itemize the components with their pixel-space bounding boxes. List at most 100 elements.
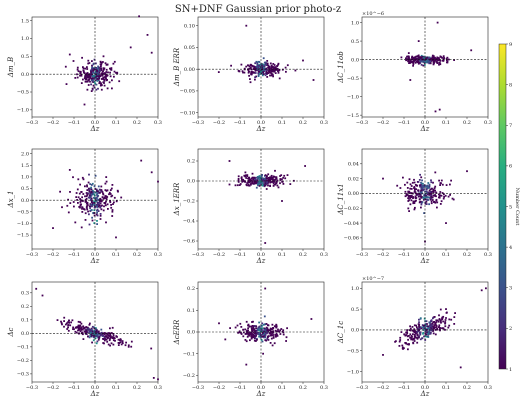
data-point [438, 62, 441, 64]
data-point [424, 330, 427, 333]
data-point [67, 198, 69, 201]
data-point [272, 177, 274, 179]
data-point [102, 342, 105, 344]
data-point [429, 332, 432, 334]
data-point [88, 329, 91, 332]
data-point [416, 331, 419, 334]
data-point [101, 196, 104, 198]
outlier-point [83, 103, 86, 106]
data-point [82, 70, 85, 73]
data-point [99, 84, 102, 87]
data-point [106, 203, 109, 206]
data-point [424, 335, 427, 338]
data-point [249, 78, 251, 80]
outlier-point [245, 24, 248, 27]
data-point [454, 312, 456, 314]
data-point [442, 197, 445, 200]
data-point [110, 187, 113, 190]
data-point [85, 195, 88, 198]
data-point [407, 59, 410, 62]
data-point [262, 71, 264, 73]
x-tick-label: 0.1 [442, 385, 450, 391]
data-point [423, 64, 426, 66]
data-point [100, 65, 102, 68]
data-point [275, 326, 278, 329]
data-point [79, 72, 82, 74]
data-point [410, 338, 413, 341]
data-point [408, 329, 411, 331]
data-point [438, 326, 440, 328]
data-point [258, 63, 261, 66]
data-point [260, 64, 263, 66]
data-point [453, 323, 456, 325]
data-point [408, 335, 410, 337]
data-point [267, 324, 270, 327]
data-point [415, 199, 417, 202]
data-point [252, 178, 254, 181]
data-point [240, 326, 243, 328]
data-point [419, 328, 421, 330]
data-point [264, 74, 267, 77]
data-point [409, 336, 411, 339]
data-point [100, 61, 102, 64]
data-point [247, 64, 250, 67]
data-point [259, 330, 262, 333]
data-point [255, 327, 257, 330]
data-point [421, 56, 423, 59]
data-point [262, 74, 264, 77]
data-point [279, 329, 281, 332]
data-point [439, 63, 442, 66]
data-point [427, 182, 430, 184]
data-point [96, 340, 99, 343]
x-tick-label: −0.1 [398, 120, 410, 126]
data-point [248, 65, 251, 68]
data-point [224, 338, 227, 341]
y-tick-label: −1.0 [347, 94, 359, 100]
outlier-point [150, 51, 153, 54]
data-point [255, 182, 257, 185]
data-point [73, 328, 75, 331]
x-tick-label: 0.3 [484, 252, 492, 258]
data-point [406, 181, 409, 184]
data-point [95, 88, 98, 91]
data-point [250, 337, 253, 339]
data-point [111, 210, 114, 213]
data-point [102, 55, 105, 58]
data-point [436, 319, 439, 322]
data-point [248, 180, 251, 182]
data-point [447, 58, 450, 61]
data-point [96, 69, 98, 71]
data-point [432, 321, 434, 324]
data-point [427, 192, 429, 195]
data-point [102, 67, 105, 70]
data-point [93, 185, 96, 188]
data-point [436, 201, 439, 204]
data-point [99, 218, 102, 220]
data-point [413, 186, 416, 188]
data-point [429, 322, 431, 324]
y-tick-label: −1.0 [347, 369, 359, 375]
data-point [270, 70, 273, 73]
data-point [421, 326, 424, 329]
data-point [424, 198, 427, 201]
data-point [418, 335, 420, 338]
x-tick-label: 0.0 [91, 385, 99, 391]
data-point [417, 190, 420, 193]
x-tick-label: 0.1 [442, 120, 450, 126]
data-point [272, 336, 275, 338]
data-point [424, 323, 427, 325]
x-tick-label: 0.1 [278, 120, 286, 126]
data-point [269, 342, 272, 344]
data-point [263, 323, 266, 326]
data-point [275, 182, 277, 185]
outlier-point [485, 287, 487, 290]
data-point [416, 330, 419, 332]
data-point [107, 332, 110, 334]
data-point [91, 330, 94, 333]
data-point [265, 69, 268, 71]
data-point [450, 318, 453, 321]
data-point [422, 182, 424, 185]
y-axis-label: Δm_B [7, 57, 15, 78]
data-point [254, 330, 256, 332]
data-point [441, 183, 444, 186]
